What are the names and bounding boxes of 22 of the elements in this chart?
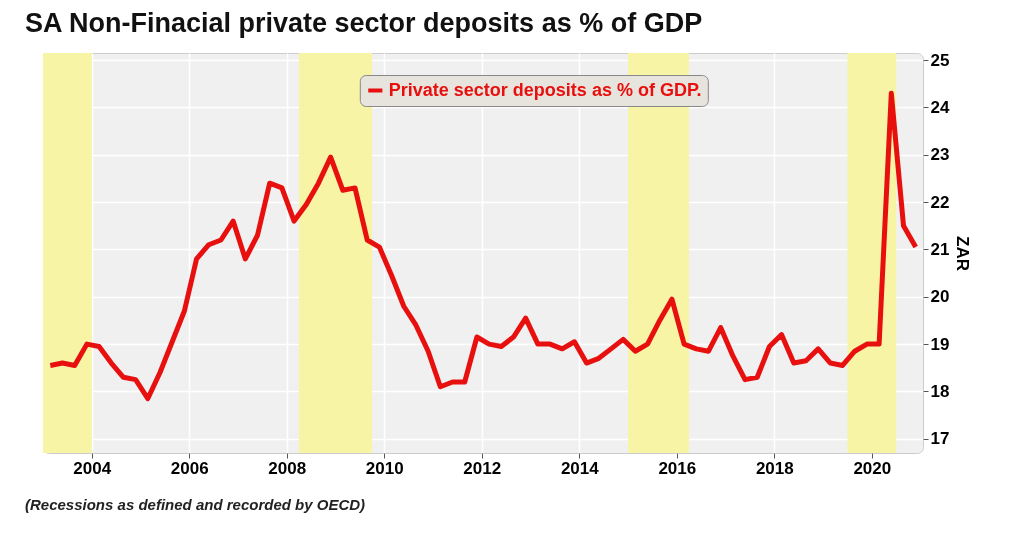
x-tick-label: 2020 bbox=[853, 458, 892, 478]
x-tick-label: 2014 bbox=[560, 458, 600, 478]
y-tick-label: 25 bbox=[930, 50, 950, 70]
text: (Recessions as defined and recorded by OECD) bbox=[25, 496, 366, 513]
x-tick-label: 2010 bbox=[365, 458, 404, 478]
chart-title: SA Non-Finacial private sector deposits as % of GDP bbox=[25, 8, 703, 39]
x-tick-label: 2018 bbox=[755, 458, 794, 478]
y-axis-title: ZAR bbox=[953, 236, 973, 271]
legend-label: Private sector deposits as % of GDP. bbox=[388, 79, 702, 100]
y-tick-label: 18 bbox=[930, 381, 950, 401]
y-tick-label: 24 bbox=[930, 97, 950, 117]
x-tick-label: 2006 bbox=[170, 458, 209, 478]
x-tick-label: 2004 bbox=[73, 458, 112, 478]
y-tick-label: 22 bbox=[930, 192, 950, 212]
y-tick-label: 19 bbox=[930, 334, 950, 354]
y-tick-label: 21 bbox=[930, 239, 950, 259]
x-tick-label: 2008 bbox=[268, 458, 307, 478]
y-tick-label: 17 bbox=[930, 429, 950, 449]
y-tick-label: 23 bbox=[930, 145, 950, 165]
x-tick-label: 2012 bbox=[463, 458, 502, 478]
x-tick-label: 2016 bbox=[658, 458, 697, 478]
y-tick-label: 20 bbox=[930, 287, 950, 307]
